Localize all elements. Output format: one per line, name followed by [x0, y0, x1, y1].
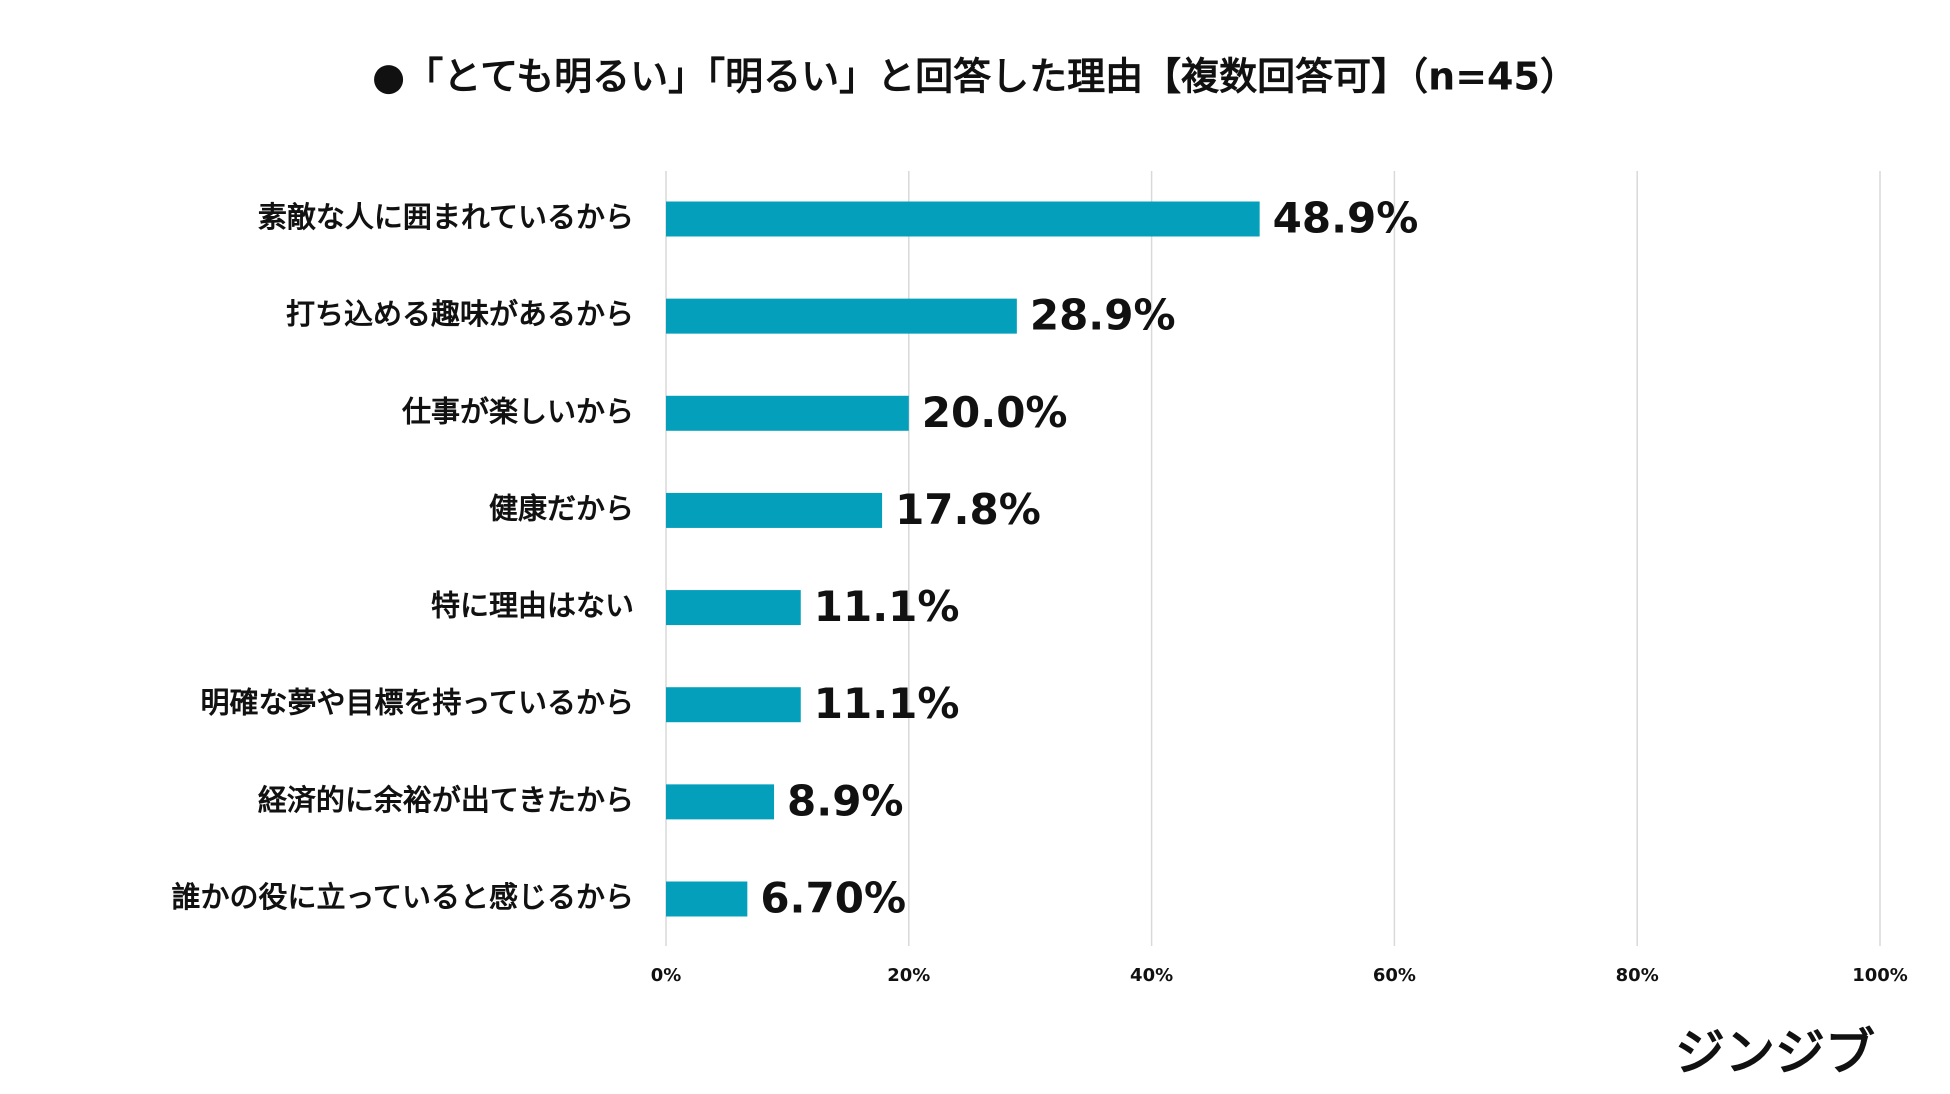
- bar: [666, 492, 883, 528]
- value-label: 8.9%: [787, 776, 903, 825]
- x-tick-label: 100%: [1852, 965, 1908, 986]
- x-tick-label: 60%: [1373, 965, 1416, 986]
- value-label: 11.1%: [814, 679, 960, 728]
- value-label: 20.0%: [922, 388, 1068, 437]
- chart-title: ●「とても明るい」「明るい」と回答した理由【複数回答可】（n=45）: [372, 55, 1578, 99]
- value-label: 28.9%: [1030, 291, 1176, 340]
- category-label: 健康だから: [489, 491, 634, 525]
- bar: [666, 881, 748, 917]
- x-tick-label: 80%: [1616, 965, 1659, 986]
- category-label: 特に理由はない: [431, 589, 634, 623]
- category-label: 経済的に余裕が出てきたから: [258, 783, 634, 817]
- value-label: 17.8%: [895, 485, 1041, 534]
- bar: [666, 298, 1017, 334]
- category-label: 仕事が楽しいから: [401, 394, 634, 428]
- bar: [666, 395, 909, 431]
- bar: [666, 784, 775, 820]
- x-tick-label: 20%: [887, 965, 930, 986]
- value-label: 11.1%: [814, 582, 960, 631]
- logo: ジンジブ: [1675, 1024, 1875, 1082]
- value-label: 6.70%: [760, 874, 906, 923]
- category-label: 誰かの役に立っていると感じるから: [171, 880, 634, 914]
- category-label: 明確な夢や目標を持っているから: [200, 686, 634, 720]
- bar: [666, 687, 801, 723]
- bar: [666, 201, 1260, 237]
- category-label: 打ち込める趣味があるから: [286, 297, 634, 331]
- value-label: 48.9%: [1273, 194, 1419, 243]
- bar: [666, 590, 801, 626]
- x-tick-label: 40%: [1130, 965, 1173, 986]
- x-tick-label: 0%: [651, 965, 682, 986]
- category-label: 素敵な人に囲まれているから: [258, 200, 634, 234]
